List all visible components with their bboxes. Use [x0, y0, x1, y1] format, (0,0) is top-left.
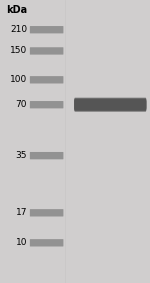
- Text: 17: 17: [16, 208, 27, 217]
- FancyBboxPatch shape: [30, 47, 63, 55]
- Text: 70: 70: [16, 100, 27, 109]
- FancyBboxPatch shape: [30, 101, 63, 108]
- FancyBboxPatch shape: [74, 100, 146, 111]
- FancyBboxPatch shape: [30, 152, 63, 159]
- FancyBboxPatch shape: [74, 100, 146, 112]
- FancyBboxPatch shape: [30, 76, 63, 83]
- FancyBboxPatch shape: [30, 209, 63, 216]
- Text: 150: 150: [10, 46, 27, 55]
- FancyBboxPatch shape: [30, 26, 63, 33]
- Text: 35: 35: [16, 151, 27, 160]
- Text: kDa: kDa: [6, 5, 27, 15]
- FancyBboxPatch shape: [74, 98, 146, 109]
- Text: 10: 10: [16, 238, 27, 247]
- Text: 100: 100: [10, 75, 27, 84]
- FancyBboxPatch shape: [74, 98, 146, 110]
- FancyBboxPatch shape: [74, 99, 146, 110]
- Text: 210: 210: [10, 25, 27, 34]
- FancyBboxPatch shape: [30, 239, 63, 246]
